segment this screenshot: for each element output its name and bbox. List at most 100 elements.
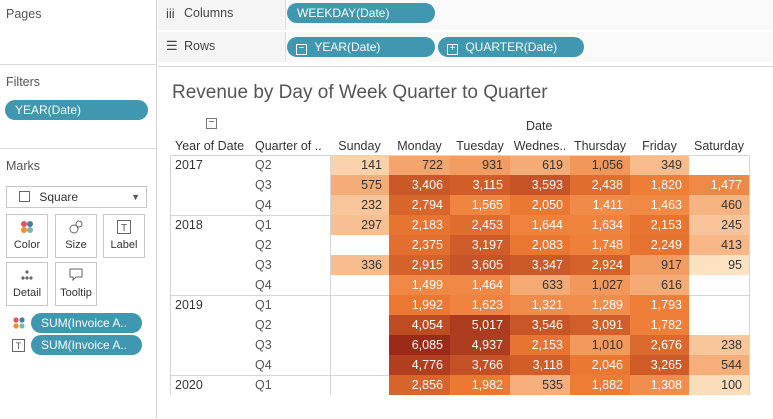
day-header[interactable]: Saturday bbox=[693, 139, 745, 153]
table-cell[interactable]: 1,992 bbox=[389, 295, 450, 315]
table-cell[interactable]: 2,153 bbox=[510, 335, 570, 355]
table-cell[interactable]: 619 bbox=[510, 155, 570, 175]
table-cell[interactable]: 349 bbox=[630, 155, 689, 175]
size-card[interactable]: Size bbox=[55, 214, 97, 258]
table-cell[interactable]: 2,915 bbox=[389, 255, 450, 275]
expand-plus-icon[interactable]: + bbox=[447, 44, 458, 55]
table-cell[interactable]: 4,054 bbox=[389, 315, 450, 335]
table-cell[interactable]: 2,083 bbox=[510, 235, 570, 255]
filter-pill-year[interactable]: YEAR(Date) bbox=[5, 100, 148, 120]
collapse-minus-icon[interactable]: − bbox=[296, 44, 307, 55]
table-cell[interactable]: 5,017 bbox=[450, 315, 510, 335]
quarter-label[interactable]: Q3 bbox=[255, 258, 272, 272]
mark-pill-label[interactable]: SUM(Invoice A.. bbox=[31, 335, 142, 355]
quarter-label[interactable]: Q4 bbox=[255, 278, 272, 292]
table-cell[interactable] bbox=[330, 275, 389, 295]
table-cell[interactable]: 95 bbox=[689, 255, 749, 275]
table-cell[interactable]: 1,010 bbox=[570, 335, 630, 355]
table-cell[interactable] bbox=[330, 355, 389, 375]
rows-pill-quarter[interactable]: + QUARTER(Date) bbox=[438, 37, 584, 57]
table-cell[interactable] bbox=[689, 155, 749, 175]
label-card[interactable]: T Label bbox=[103, 214, 145, 258]
table-cell[interactable]: 1,748 bbox=[570, 235, 630, 255]
table-cell[interactable] bbox=[689, 275, 749, 295]
table-cell[interactable]: 1,565 bbox=[450, 195, 510, 215]
table-cell[interactable]: 3,265 bbox=[630, 355, 689, 375]
year-label[interactable]: 2018 bbox=[175, 218, 203, 232]
table-cell[interactable]: 2,794 bbox=[389, 195, 450, 215]
quarter-label[interactable]: Q1 bbox=[255, 218, 272, 232]
collapse-minus-icon[interactable]: − bbox=[206, 118, 217, 129]
table-cell[interactable]: 1,793 bbox=[630, 295, 689, 315]
table-cell[interactable] bbox=[330, 295, 389, 315]
table-cell[interactable]: 722 bbox=[389, 155, 450, 175]
quarter-label[interactable]: Q1 bbox=[255, 298, 272, 312]
year-label[interactable]: 2019 bbox=[175, 298, 203, 312]
year-label[interactable]: 2017 bbox=[175, 158, 203, 172]
table-cell[interactable]: 544 bbox=[689, 355, 749, 375]
day-header[interactable]: Monday bbox=[397, 139, 442, 153]
table-cell[interactable]: 3,605 bbox=[450, 255, 510, 275]
table-cell[interactable]: 1,464 bbox=[450, 275, 510, 295]
table-cell[interactable]: 100 bbox=[689, 375, 749, 395]
table-cell[interactable]: 232 bbox=[330, 195, 389, 215]
table-cell[interactable] bbox=[330, 375, 389, 395]
table-cell[interactable]: 297 bbox=[330, 215, 389, 235]
table-cell[interactable]: 4,937 bbox=[450, 335, 510, 355]
table-cell[interactable]: 1,289 bbox=[570, 295, 630, 315]
table-cell[interactable]: 2,438 bbox=[570, 175, 630, 195]
detail-card[interactable]: Detail bbox=[6, 262, 48, 306]
table-cell[interactable]: 2,153 bbox=[630, 215, 689, 235]
table-cell[interactable] bbox=[330, 315, 389, 335]
table-cell[interactable]: 460 bbox=[689, 195, 749, 215]
rows-pill-year[interactable]: − YEAR(Date) bbox=[287, 37, 435, 57]
columns-pill-weekday[interactable]: WEEKDAY(Date) bbox=[287, 3, 435, 23]
table-cell[interactable]: 2,924 bbox=[570, 255, 630, 275]
table-cell[interactable]: 6,085 bbox=[389, 335, 450, 355]
color-card[interactable]: Color bbox=[6, 214, 48, 258]
quarter-label[interactable]: Q4 bbox=[255, 198, 272, 212]
table-cell[interactable]: 141 bbox=[330, 155, 389, 175]
table-cell[interactable]: 1,499 bbox=[389, 275, 450, 295]
table-cell[interactable]: 3,091 bbox=[570, 315, 630, 335]
day-header[interactable]: Wednes.. bbox=[513, 139, 567, 153]
year-label[interactable]: 2020 bbox=[175, 378, 203, 392]
table-cell[interactable]: 917 bbox=[630, 255, 689, 275]
table-cell[interactable]: 2,856 bbox=[389, 375, 450, 395]
table-cell[interactable]: 336 bbox=[330, 255, 389, 275]
table-cell[interactable] bbox=[330, 335, 389, 355]
mark-type-dropdown[interactable]: Square ▼ bbox=[6, 186, 147, 208]
quarter-label[interactable]: Q2 bbox=[255, 318, 272, 332]
table-cell[interactable]: 4,776 bbox=[389, 355, 450, 375]
quarter-label[interactable]: Q1 bbox=[255, 378, 272, 392]
tooltip-card[interactable]: Tooltip bbox=[55, 262, 97, 306]
mark-pill-color[interactable]: SUM(Invoice A.. bbox=[31, 313, 142, 333]
table-cell[interactable] bbox=[689, 295, 749, 315]
quarter-label[interactable]: Q4 bbox=[255, 358, 272, 372]
day-header[interactable]: Friday bbox=[642, 139, 677, 153]
table-cell[interactable]: 3,546 bbox=[510, 315, 570, 335]
table-cell[interactable]: 1,321 bbox=[510, 295, 570, 315]
table-cell[interactable] bbox=[330, 235, 389, 255]
table-cell[interactable]: 1,882 bbox=[570, 375, 630, 395]
table-cell[interactable]: 1,634 bbox=[570, 215, 630, 235]
table-cell[interactable]: 3,115 bbox=[450, 175, 510, 195]
table-cell[interactable]: 1,477 bbox=[689, 175, 749, 195]
quarter-label[interactable]: Q3 bbox=[255, 338, 272, 352]
table-cell[interactable]: 1,056 bbox=[570, 155, 630, 175]
table-cell[interactable]: 1,820 bbox=[630, 175, 689, 195]
table-cell[interactable]: 1,411 bbox=[570, 195, 630, 215]
table-cell[interactable]: 1,782 bbox=[630, 315, 689, 335]
day-header[interactable]: Thursday bbox=[573, 139, 627, 153]
table-cell[interactable]: 1,463 bbox=[630, 195, 689, 215]
table-cell[interactable]: 3,593 bbox=[510, 175, 570, 195]
table-cell[interactable]: 413 bbox=[689, 235, 749, 255]
table-cell[interactable]: 3,118 bbox=[510, 355, 570, 375]
table-cell[interactable]: 1,027 bbox=[570, 275, 630, 295]
table-cell[interactable]: 1,982 bbox=[450, 375, 510, 395]
table-cell[interactable]: 931 bbox=[450, 155, 510, 175]
table-cell[interactable]: 2,453 bbox=[450, 215, 510, 235]
table-cell[interactable]: 2,046 bbox=[570, 355, 630, 375]
table-cell[interactable]: 2,375 bbox=[389, 235, 450, 255]
table-cell[interactable]: 633 bbox=[510, 275, 570, 295]
